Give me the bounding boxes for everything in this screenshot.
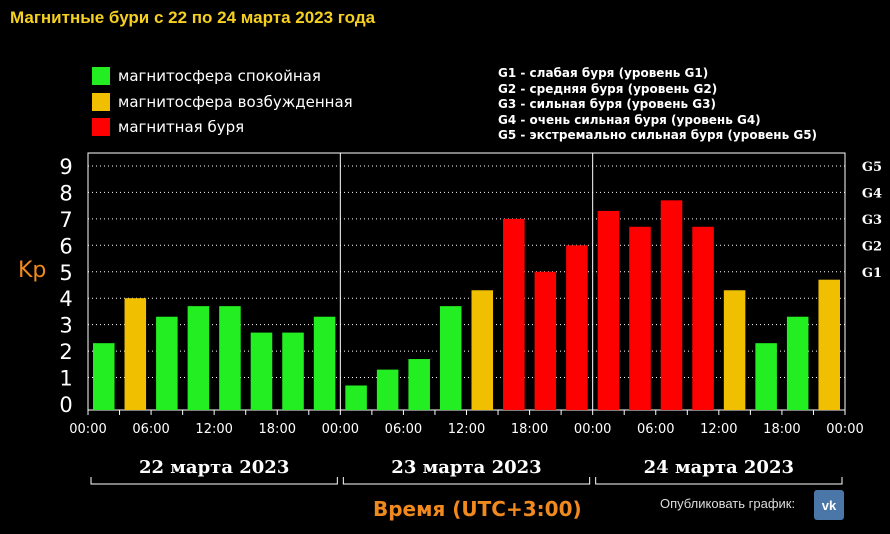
y-tick-label: 5 (59, 261, 72, 285)
y-tick-label: 8 (59, 181, 72, 205)
y-tick-label: 1 (59, 367, 72, 391)
chart-title: Магнитные бури с 22 по 24 марта 2023 год… (10, 8, 376, 27)
y-tick-label: 6 (59, 234, 72, 258)
bar (818, 279, 840, 410)
bar (534, 271, 557, 410)
right-g-label: G2 (862, 239, 882, 254)
legend-swatch-green (92, 67, 110, 85)
bar (439, 306, 462, 410)
x-tick-label: 06:00 (637, 422, 674, 437)
day-label: 22 марта 2023 (139, 457, 289, 478)
x-tick-label: 00:00 (69, 422, 106, 437)
bar (471, 290, 494, 410)
bar (786, 316, 809, 410)
bar (566, 245, 588, 410)
day-bracket (342, 477, 591, 485)
legend-item-active: магнитосфера возбужденная (92, 93, 353, 111)
legend-label-storm: магнитная буря (118, 118, 245, 136)
right-g-label: G4 (862, 186, 882, 201)
legend-swatch-red (92, 118, 110, 136)
legend-item-storm: магнитная буря (92, 118, 244, 136)
bar (660, 200, 683, 410)
bar (692, 226, 714, 410)
x-tick-label: 18:00 (511, 422, 548, 437)
y-tick-label: 3 (59, 314, 72, 338)
g-level-legend: G1 - слабая буря (уровень G1) G2 - средн… (498, 66, 817, 144)
day-bracket (595, 477, 843, 485)
bar (282, 332, 304, 410)
y-tick-label: 0 (59, 393, 72, 417)
bar (723, 290, 746, 410)
g-level-g5: G5 - экстремально сильная буря (уровень … (498, 128, 818, 142)
g-level-g1: G1 - слабая буря (уровень G1) (498, 66, 709, 80)
bar (250, 332, 273, 410)
y-tick-label: 7 (59, 208, 72, 232)
day-label: 24 марта 2023 (644, 457, 794, 478)
x-tick-label: 12:00 (195, 422, 232, 437)
x-tick-label: 00:00 (826, 422, 863, 437)
vk-share-icon[interactable]: vk (814, 490, 844, 520)
bar (755, 343, 777, 410)
bar (124, 298, 147, 410)
right-g-label: G1 (862, 266, 882, 281)
bar (187, 306, 210, 410)
x-tick-label: 12:00 (700, 422, 737, 437)
bar (597, 210, 620, 410)
g-level-g4: G4 - очень сильная буря (уровень G4) (498, 112, 761, 127)
legend-label-active: магнитосфера возбужденная (118, 93, 353, 111)
y-tick-label: 2 (59, 340, 72, 364)
bar (345, 385, 367, 410)
y-tick-label: 9 (59, 155, 72, 179)
bar (408, 359, 430, 410)
day-label: 23 марта 2023 (391, 457, 541, 478)
g-level-g3: G3 - сильная буря (уровень G3) (498, 97, 716, 111)
g-level-g2: G2 - средняя буря (уровень G2) (498, 81, 718, 96)
bar (503, 218, 525, 410)
x-tick-label: 06:00 (132, 422, 169, 437)
x-axis-title: Время (UTC+3:00) (373, 497, 582, 521)
x-tick-label: 12:00 (448, 422, 485, 437)
bar (219, 306, 241, 410)
right-g-label: G5 (862, 160, 882, 175)
legend-item-quiet: магнитосфера спокойная (92, 67, 321, 85)
bar (313, 316, 336, 410)
right-g-label: G3 (862, 213, 882, 228)
x-tick-label: 06:00 (385, 422, 422, 437)
x-tick-label: 18:00 (763, 422, 800, 437)
legend-swatch-yellow (92, 93, 110, 111)
legend-label-quiet: магнитосфера спокойная (118, 67, 321, 85)
x-tick-label: 00:00 (322, 422, 359, 437)
x-tick-label: 00:00 (574, 422, 611, 437)
y-tick-label: 4 (59, 287, 72, 311)
x-tick-label: 18:00 (259, 422, 296, 437)
day-bracket (90, 477, 338, 485)
y-axis-label: Kp (18, 258, 47, 283)
bar (156, 316, 178, 410)
publish-label: Опубликовать график: (660, 496, 796, 511)
bar (629, 226, 651, 410)
bar (93, 343, 115, 410)
bar (376, 369, 399, 410)
